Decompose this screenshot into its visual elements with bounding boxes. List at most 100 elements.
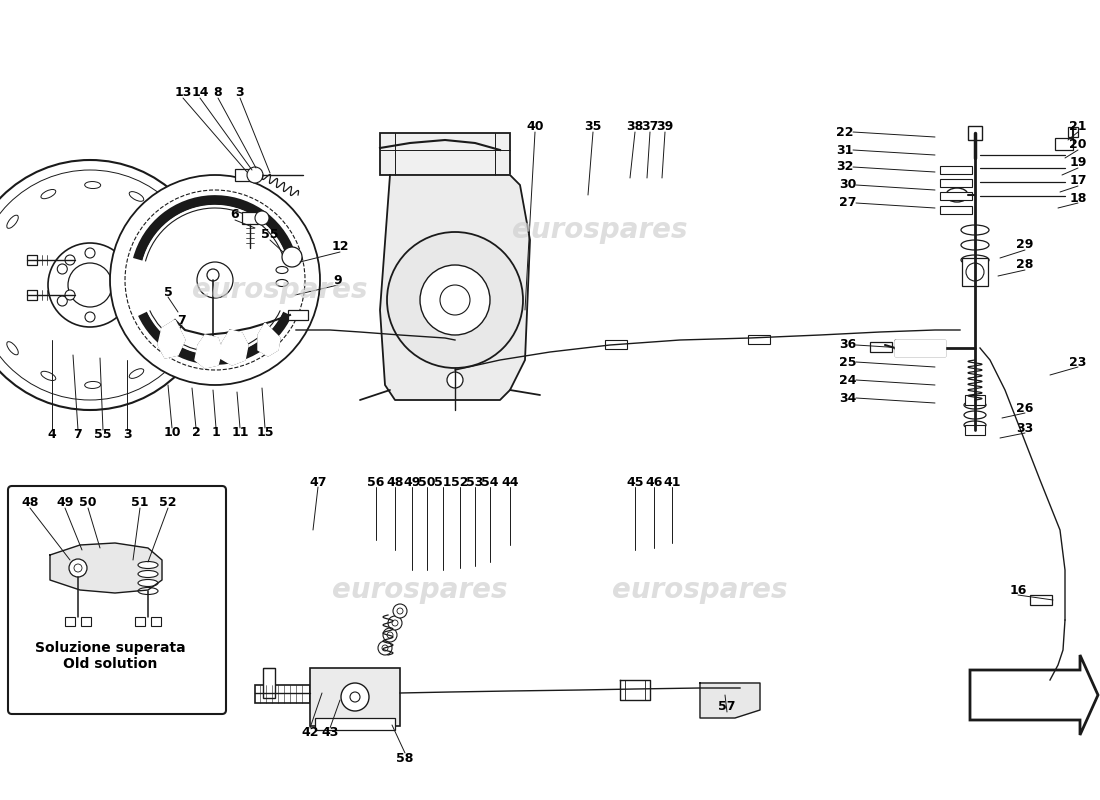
- Circle shape: [393, 604, 407, 618]
- Circle shape: [387, 232, 522, 368]
- Text: 17: 17: [1069, 174, 1087, 187]
- Text: 36: 36: [839, 338, 857, 351]
- Bar: [940, 192, 972, 200]
- Text: 55: 55: [95, 429, 112, 442]
- Text: 2: 2: [191, 426, 200, 439]
- Bar: [1055, 138, 1072, 150]
- Text: 49: 49: [56, 497, 74, 510]
- Text: 52: 52: [160, 497, 177, 510]
- Circle shape: [966, 263, 984, 281]
- Text: 39: 39: [657, 121, 673, 134]
- Text: 10: 10: [163, 426, 180, 439]
- Ellipse shape: [964, 421, 986, 429]
- Circle shape: [110, 175, 320, 385]
- Text: 50: 50: [79, 497, 97, 510]
- Circle shape: [282, 247, 303, 267]
- Bar: [65, 617, 75, 626]
- Text: 20: 20: [1069, 138, 1087, 151]
- Polygon shape: [970, 655, 1098, 735]
- Circle shape: [85, 248, 95, 258]
- Text: Old solution: Old solution: [63, 657, 157, 671]
- Text: 43: 43: [321, 726, 339, 739]
- Text: 32: 32: [836, 161, 854, 174]
- Ellipse shape: [961, 255, 989, 265]
- Polygon shape: [195, 335, 222, 368]
- Text: Soluzione superata: Soluzione superata: [35, 641, 185, 655]
- Text: 4: 4: [47, 429, 56, 442]
- Text: 12: 12: [331, 241, 349, 254]
- Text: 30: 30: [839, 178, 857, 191]
- Circle shape: [420, 265, 490, 335]
- Circle shape: [57, 264, 67, 274]
- Bar: [151, 617, 161, 626]
- Bar: [962, 258, 988, 286]
- Circle shape: [207, 269, 219, 281]
- Text: 33: 33: [1016, 422, 1034, 434]
- Bar: [315, 718, 395, 730]
- Polygon shape: [50, 543, 162, 593]
- Bar: [605, 340, 627, 349]
- Text: 5: 5: [164, 286, 173, 298]
- Text: 31: 31: [836, 143, 854, 157]
- Circle shape: [447, 372, 463, 388]
- Circle shape: [197, 262, 233, 298]
- Ellipse shape: [964, 411, 986, 419]
- Ellipse shape: [961, 225, 989, 235]
- Text: 53: 53: [466, 475, 484, 489]
- Bar: [242, 212, 258, 224]
- Bar: [1068, 127, 1078, 137]
- Text: eurospares: eurospares: [513, 216, 688, 244]
- Text: 51: 51: [131, 497, 149, 510]
- Bar: [379, 133, 510, 175]
- Polygon shape: [700, 683, 760, 718]
- Circle shape: [65, 255, 75, 265]
- Text: 45: 45: [626, 475, 644, 489]
- Text: 28: 28: [1016, 258, 1034, 271]
- Text: 13: 13: [174, 86, 191, 99]
- Ellipse shape: [138, 587, 158, 594]
- Text: 27: 27: [839, 197, 857, 210]
- Text: 37: 37: [641, 121, 659, 134]
- Text: 15: 15: [256, 426, 274, 439]
- Text: 56: 56: [367, 475, 385, 489]
- Circle shape: [255, 211, 270, 225]
- Text: 41: 41: [663, 475, 681, 489]
- Text: 40: 40: [526, 121, 543, 134]
- Circle shape: [378, 641, 392, 655]
- Text: 48: 48: [21, 497, 38, 510]
- Bar: [288, 310, 308, 320]
- Circle shape: [85, 312, 95, 322]
- Text: 3: 3: [235, 86, 244, 99]
- Text: 58: 58: [396, 751, 414, 765]
- Polygon shape: [258, 323, 280, 356]
- Circle shape: [388, 616, 401, 630]
- Polygon shape: [895, 340, 945, 356]
- Text: 6: 6: [231, 209, 240, 222]
- Text: 35: 35: [584, 121, 602, 134]
- Text: 34: 34: [839, 391, 857, 405]
- Text: 7: 7: [177, 314, 186, 326]
- Circle shape: [69, 559, 87, 577]
- Text: 44: 44: [502, 475, 519, 489]
- Text: 21: 21: [1069, 121, 1087, 134]
- Circle shape: [57, 296, 67, 306]
- Bar: [965, 425, 985, 435]
- Ellipse shape: [276, 279, 288, 286]
- Text: 3: 3: [123, 429, 131, 442]
- Text: 1: 1: [211, 426, 220, 439]
- Circle shape: [112, 264, 123, 274]
- Bar: [135, 617, 145, 626]
- Ellipse shape: [946, 188, 968, 202]
- Text: 24: 24: [839, 374, 857, 386]
- Text: eurospares: eurospares: [613, 576, 788, 604]
- Bar: [28, 255, 37, 265]
- Bar: [255, 685, 310, 703]
- Text: 9: 9: [333, 274, 342, 286]
- Text: 11: 11: [231, 426, 249, 439]
- Text: 55: 55: [262, 229, 278, 242]
- Text: 42: 42: [301, 726, 319, 739]
- Bar: [940, 166, 972, 174]
- Circle shape: [48, 243, 132, 327]
- Text: 46: 46: [646, 475, 662, 489]
- Text: 16: 16: [1010, 583, 1026, 597]
